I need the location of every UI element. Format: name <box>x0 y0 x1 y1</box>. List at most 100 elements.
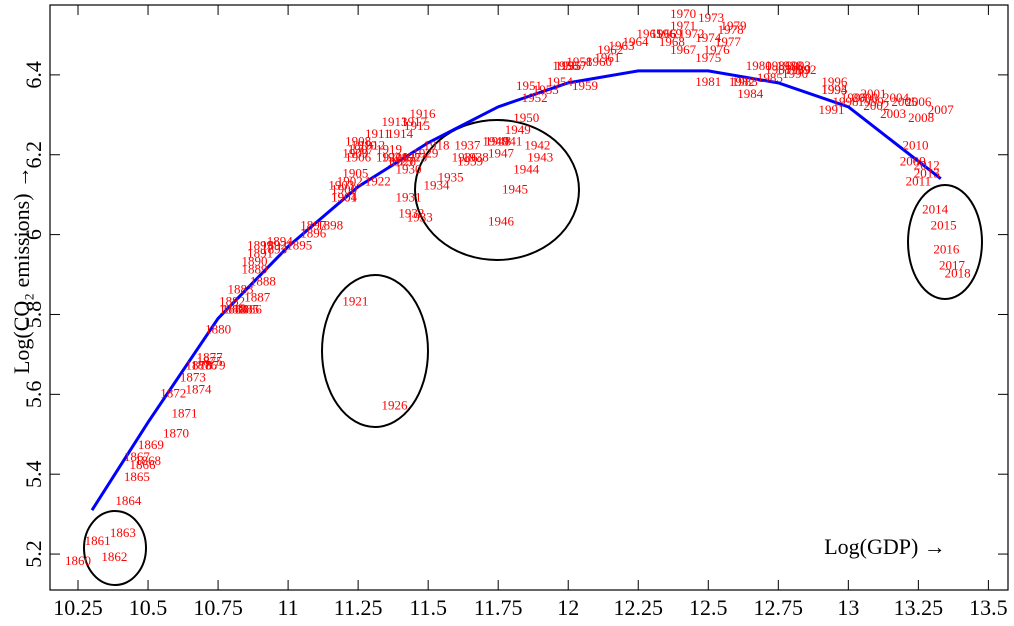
year-point: 1949 <box>505 122 531 137</box>
year-point: 1940 <box>482 134 508 149</box>
year-point: 1951 <box>516 78 542 93</box>
year-point: 1893 <box>261 242 287 257</box>
year-point: 1965 <box>636 26 662 41</box>
highlight-ellipse <box>83 510 147 586</box>
year-point: 1874 <box>185 381 212 396</box>
year-point: 1944 <box>513 162 540 177</box>
year-point: 1890 <box>241 254 267 269</box>
year-point: 1972 <box>678 26 704 41</box>
year-point: 1908 <box>345 134 371 149</box>
year-point: 1876 <box>191 357 218 372</box>
y-tick-label: 6.4 <box>21 61 46 89</box>
year-point: 1978 <box>718 22 744 37</box>
x-tick-label: 13.25 <box>894 595 944 620</box>
year-point: 1961 <box>594 50 620 65</box>
year-point: 1910 <box>351 138 377 153</box>
x-tick-label: 11.5 <box>409 595 447 620</box>
year-point: 1931 <box>396 190 422 205</box>
year-point: 1945 <box>502 182 528 197</box>
year-point: 1906 <box>345 150 372 165</box>
year-point: 1905 <box>342 166 368 181</box>
year-point: 1912 <box>359 138 385 153</box>
year-point: 1971 <box>670 18 696 33</box>
year-point: 1868 <box>135 453 161 468</box>
year-point: 1922 <box>365 174 391 189</box>
x-tick-label: 12.5 <box>689 595 728 620</box>
year-point: 1861 <box>85 533 111 548</box>
year-point: 1871 <box>171 405 197 420</box>
year-point: 1918 <box>424 138 450 153</box>
year-point: 2015 <box>931 218 957 233</box>
year-point: 1958 <box>566 54 592 69</box>
x-tick-label: 12 <box>557 595 579 620</box>
y-tick-label: 5.2 <box>21 540 46 568</box>
year-point: 1947 <box>488 146 515 161</box>
year-point: 1962 <box>597 42 623 57</box>
year-point: 2010 <box>903 138 929 153</box>
year-point: 1970 <box>670 6 696 21</box>
year-point: 1862 <box>101 549 127 564</box>
year-point: 1976 <box>704 42 731 57</box>
year-point: 1863 <box>110 525 136 540</box>
year-point: 2014 <box>922 202 949 217</box>
year-point: 2017 <box>939 258 966 273</box>
year-point: 2016 <box>933 242 960 257</box>
year-point: 1924 <box>382 150 409 165</box>
year-point: 1907 <box>348 142 375 157</box>
year-point: 1954 <box>547 74 574 89</box>
year-point: 1936 <box>452 150 479 165</box>
year-point: 1999 <box>858 94 884 109</box>
year-point: 1991 <box>819 102 845 117</box>
x-tick-label: 11.25 <box>334 595 383 620</box>
year-point: 1990 <box>782 66 808 81</box>
year-point: 1968 <box>659 34 685 49</box>
year-point: 2004 <box>883 90 910 105</box>
year-point: 1948 <box>485 134 511 149</box>
y-tick-label: 6 <box>21 229 46 240</box>
year-point: 1887 <box>244 289 271 304</box>
year-point: 1926 <box>382 397 409 412</box>
year-point: 1932 <box>398 206 424 221</box>
year-point: 2011 <box>906 174 932 189</box>
year-point: 1904 <box>331 190 358 205</box>
year-point: 1898 <box>317 218 343 233</box>
year-point: 1909 <box>342 146 368 161</box>
year-point: 1895 <box>286 238 312 253</box>
year-point: 1995 <box>821 82 847 97</box>
x-tick-label: 13 <box>837 595 859 620</box>
year-point: 1956 <box>552 58 579 73</box>
year-point: 1981 <box>695 74 721 89</box>
y-tick-label: 6.2 <box>21 141 46 169</box>
year-point: 1875 <box>197 353 223 368</box>
year-point: 1977 <box>715 34 742 49</box>
year-point: 2013 <box>914 166 940 181</box>
year-point: 1860 <box>65 553 91 568</box>
highlight-ellipse <box>907 184 983 300</box>
year-point: 2002 <box>863 98 889 113</box>
year-point: 1869 <box>138 437 164 452</box>
year-point: 1879 <box>199 357 225 372</box>
year-point: 1969 <box>656 26 682 41</box>
year-point: 2005 <box>891 94 917 109</box>
year-point: 1920 <box>376 150 402 165</box>
year-point: 1927 <box>396 150 423 165</box>
year-point: 1923 <box>401 150 427 165</box>
plot-frame <box>49 4 1009 591</box>
year-point: 1929 <box>412 146 438 161</box>
year-point: 1873 <box>180 369 206 384</box>
year-point: 1994 <box>821 82 848 97</box>
year-point: 1998 <box>833 94 859 109</box>
year-point: 1885 <box>233 301 259 316</box>
year-point: 1955 <box>555 58 581 73</box>
year-point: 1925 <box>387 154 413 169</box>
year-point: 1952 <box>522 90 548 105</box>
year-point: 1957 <box>561 58 588 73</box>
year-point: 1992 <box>791 62 817 77</box>
year-point: 1983 <box>732 74 758 89</box>
year-point: 1989 <box>785 62 811 77</box>
y-tick-label: 5.4 <box>21 460 46 488</box>
x-tick-label: 10.25 <box>53 595 103 620</box>
year-point: 1867 <box>124 449 151 464</box>
year-point: 1937 <box>454 138 481 153</box>
